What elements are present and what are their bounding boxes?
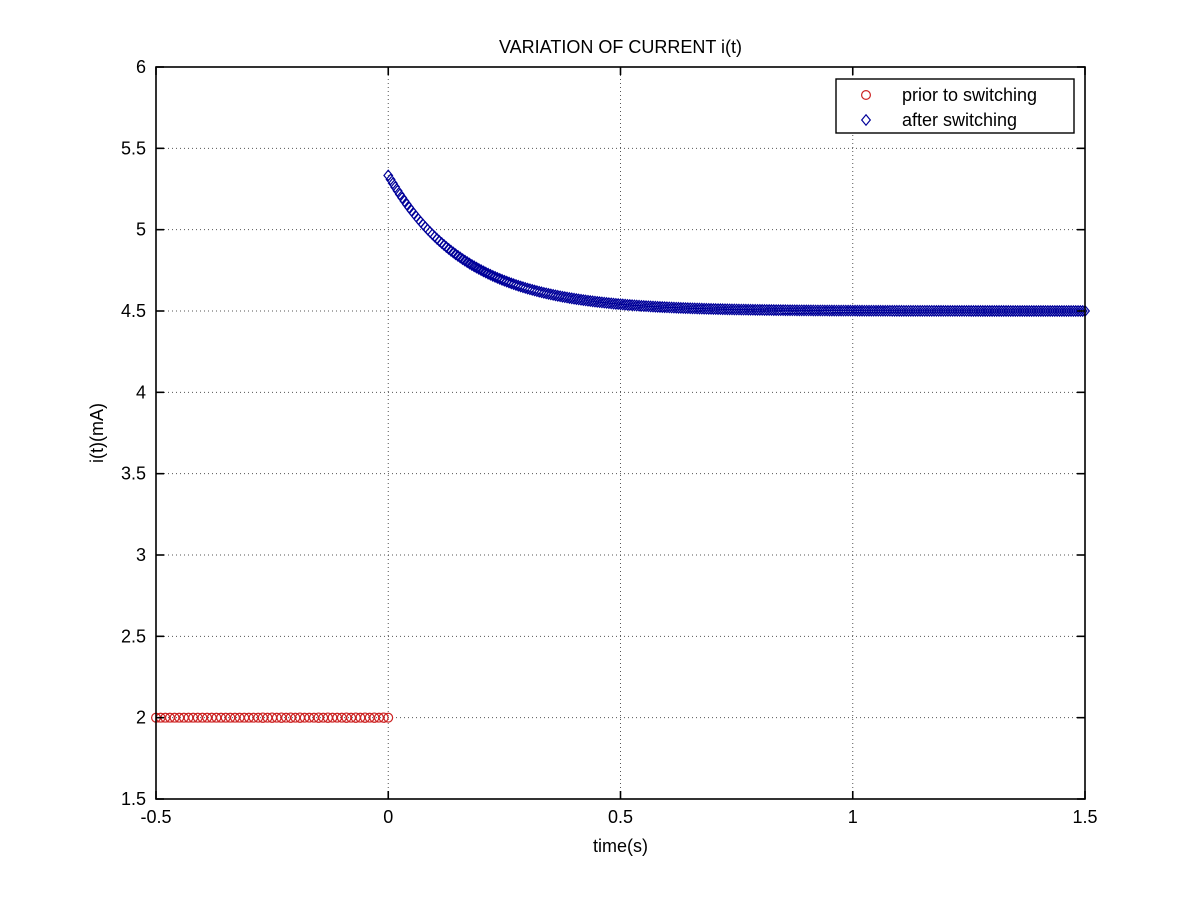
legend: prior to switching after switching — [835, 78, 1075, 134]
y-tick-label: 6 — [136, 57, 146, 77]
x-axis-label: time(s) — [593, 836, 648, 856]
chart-title: VARIATION OF CURRENT i(t) — [499, 37, 742, 57]
plot-area — [156, 67, 1085, 799]
y-tick-label: 2.5 — [121, 626, 146, 646]
y-tick-label: 2 — [136, 708, 146, 728]
axis-ticks — [155, 66, 1086, 800]
y-axis-label: i(t)(mA) — [87, 403, 107, 463]
legend-box — [835, 78, 1075, 134]
series-after-switching-markers — [383, 169, 1091, 318]
y-tick-label: 5 — [136, 220, 146, 240]
x-tick-label: 1 — [848, 807, 858, 827]
x-tick-label: 1.5 — [1072, 807, 1097, 827]
y-tick-label: 3.5 — [121, 464, 146, 484]
y-tick-label: 4 — [136, 382, 146, 402]
legend-diamond-marker-icon — [860, 113, 872, 127]
y-tick-label: 1.5 — [121, 789, 146, 809]
legend-circle-marker-icon — [860, 89, 871, 100]
legend-label: after switching — [902, 110, 1017, 130]
series-prior-to-switching-markers — [150, 712, 394, 723]
y-tick-label: 5.5 — [121, 138, 146, 158]
y-tick-label: 4.5 — [121, 301, 146, 321]
x-tick-label: 0 — [383, 807, 393, 827]
y-tick-label: 3 — [136, 545, 146, 565]
gridlines — [156, 67, 1085, 799]
x-tick-label: 0.5 — [608, 807, 633, 827]
legend-label: prior to switching — [902, 85, 1037, 105]
x-tick-label: -0.5 — [140, 807, 171, 827]
